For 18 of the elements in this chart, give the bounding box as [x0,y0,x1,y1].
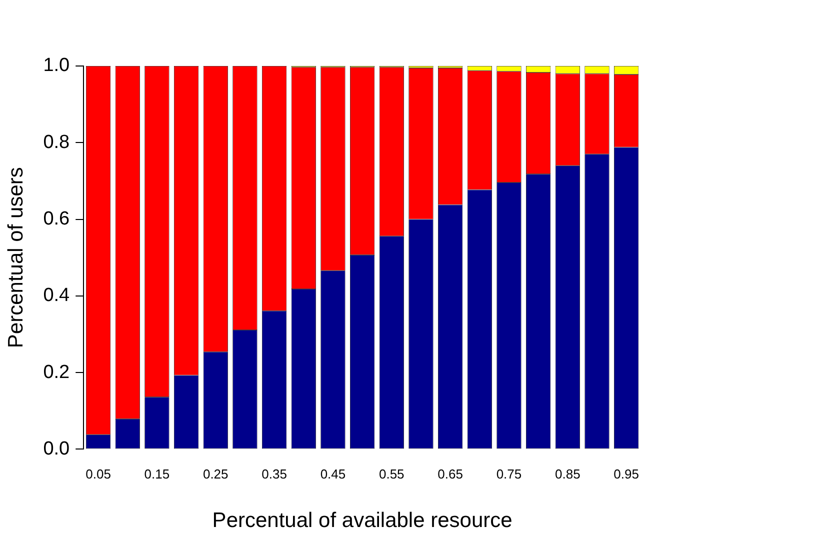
x-tick-label: 0.55 [378,466,404,482]
y-tick-label: 0.8 [43,132,70,153]
y-axis-title: Percentual of users [4,167,28,348]
x-tick-label: 0.45 [320,466,346,482]
x-tick-label: 0.95 [614,466,639,482]
x-tick-label: 0.05 [86,466,111,482]
x-axis-title: Percentual of available resource [212,509,512,532]
x-tick-label: 0.75 [496,466,522,482]
y-tick-label: 0.4 [43,285,70,306]
x-tick-label: 0.15 [144,466,170,482]
y-tick-label: 0.2 [43,362,70,383]
y-tick-label: 1.0 [43,55,70,76]
x-tick-label: 0.35 [262,466,287,482]
y-tick-label: 0.0 [43,438,70,460]
x-tick-label: 0.65 [438,466,463,482]
x-tick-label: 0.25 [202,466,228,482]
y-tick-label: 0.6 [43,208,70,230]
x-tick-label: 0.85 [555,466,580,482]
